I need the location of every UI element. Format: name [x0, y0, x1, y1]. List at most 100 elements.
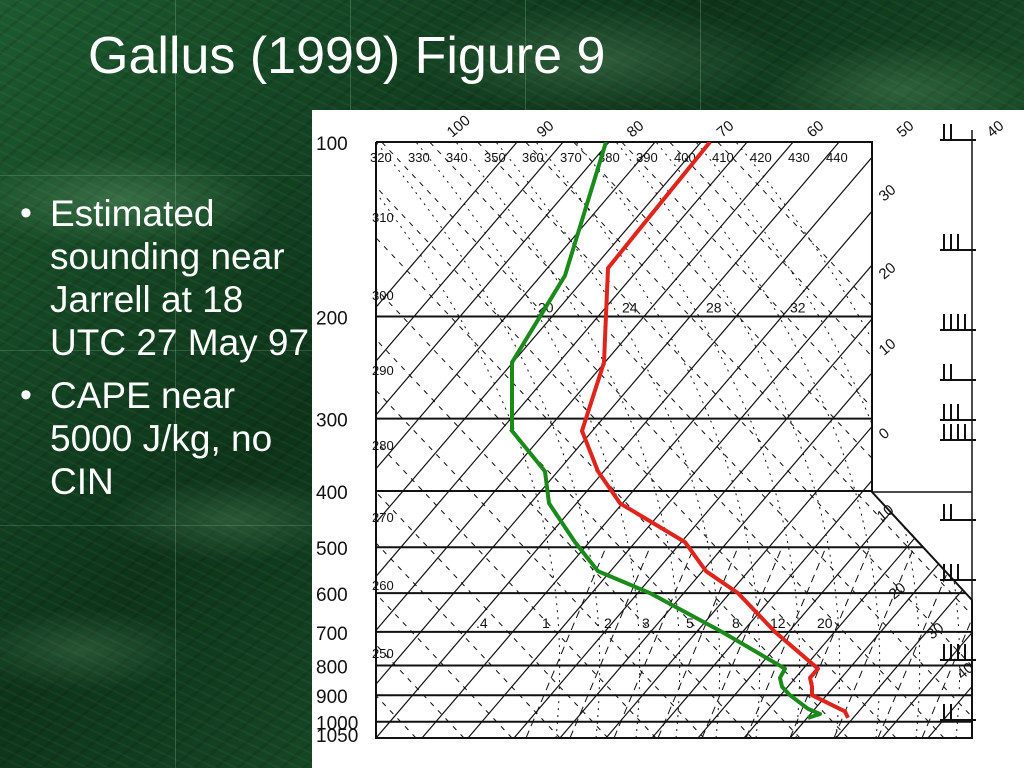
moist-adiabat-line — [655, 142, 881, 738]
pressure-tick-label: 800 — [316, 658, 348, 679]
dry-adiabat-line — [573, 142, 972, 738]
mixing-ratio-line — [833, 547, 915, 738]
theta-label: 280 — [372, 438, 394, 453]
dry-adiabat-line — [376, 142, 753, 738]
mixing-ratio-line — [789, 547, 871, 738]
pressure-tick-label: 1050 — [316, 726, 358, 747]
mixing-ratio-line — [569, 547, 651, 738]
mixing-ratio-line — [745, 547, 827, 738]
wetbulb-top-label: 50 — [894, 117, 918, 141]
pressure-tick-label: 600 — [316, 585, 348, 606]
wetbulb-right-label: 20 — [886, 579, 910, 603]
theta-e-label: 340 — [446, 150, 468, 165]
isotherm-line — [1020, 142, 1024, 738]
isotherm-line — [376, 142, 610, 738]
theta-e-label: 400 — [674, 150, 696, 165]
isotherm-line — [376, 142, 886, 738]
mixing-ratio-label: .4 — [476, 615, 488, 631]
pressure-tick-label: 100 — [316, 134, 348, 155]
pressure-tick-label: 1000 — [316, 714, 358, 735]
mixing-ratio-line — [701, 547, 783, 738]
dry-adiabat-line — [376, 142, 609, 738]
theta-e-label: 430 — [788, 150, 810, 165]
slide-title: Gallus (1999) Figure 9 — [88, 27, 606, 85]
theta-label: 260 — [372, 578, 394, 593]
dry-adiabat-line — [717, 142, 972, 738]
theta-label: 290 — [372, 363, 394, 378]
wetbulb-top-label: 40 — [984, 117, 1008, 141]
wetbulb-right-label: 30 — [876, 181, 900, 205]
wetbulb-right-label: 10 — [874, 501, 898, 525]
wetbulb-top-label: 100 — [444, 112, 474, 141]
isotherm-line — [559, 142, 972, 738]
wetbulb-right-label: 20 — [876, 259, 900, 283]
wetbulb-right-label: 0 — [876, 425, 893, 443]
isotherm-line — [605, 142, 972, 738]
isotherm-label: 24 — [622, 300, 638, 316]
isotherm-line — [376, 142, 564, 738]
theta-e-label: 410 — [712, 150, 734, 165]
theta-e-label: 420 — [750, 150, 772, 165]
wetbulb-top-label: 90 — [534, 117, 558, 141]
theta-e-label: 390 — [636, 150, 658, 165]
wetbulb-top-label: 70 — [714, 117, 738, 141]
isotherm-label: 32 — [790, 300, 806, 316]
wetbulb-right-label: 30 — [924, 619, 948, 643]
mixing-ratio-line — [525, 547, 607, 738]
isotherm-line — [881, 142, 972, 738]
theta-label: 270 — [372, 510, 394, 525]
dry-adiabat-line — [381, 142, 945, 738]
mixing-ratio-label: 2 — [604, 615, 612, 631]
dry-adiabat-line — [376, 142, 513, 738]
pressure-tick-label: 400 — [316, 483, 348, 504]
isotherm-line — [376, 142, 656, 738]
isotherm-line — [376, 142, 702, 738]
temperature-line — [580, 142, 850, 719]
wetbulb-right-label: 40 — [954, 659, 978, 683]
isotherm-line — [467, 142, 972, 738]
isotherm-line — [376, 142, 518, 738]
bullet-list: Estimated sounding near Jarrell at 18 UT… — [20, 192, 310, 513]
isotherm-line — [835, 142, 972, 738]
pressure-tick-label: 500 — [316, 539, 348, 560]
dry-adiabat-line — [525, 142, 972, 738]
isotherm-label: 28 — [706, 300, 722, 316]
pressure-tick-label: 300 — [316, 411, 348, 432]
moist-adiabat-line — [575, 142, 801, 738]
pressure-tick-label: 700 — [316, 624, 348, 645]
isotherm-line — [376, 142, 794, 738]
mixing-ratio-line — [613, 547, 695, 738]
isotherm-line — [376, 142, 748, 738]
pressure-tick-label: 200 — [316, 309, 348, 330]
skew-t-figure: 100 200 300 400 500 600 700 800 900 1000 1050 320 33… — [312, 110, 1024, 768]
dry-adiabat-line — [376, 142, 897, 738]
theta-label: 310 — [372, 210, 394, 225]
isotherm-line — [974, 142, 1024, 738]
mixing-ratio-label: 12 — [770, 615, 786, 631]
mixing-ratio-label: 20 — [817, 615, 833, 631]
theta-e-label: 360 — [522, 150, 544, 165]
moist-adiabat-line — [495, 142, 721, 738]
moist-adiabat-line — [615, 142, 841, 738]
wetbulb-top-label: 60 — [804, 117, 828, 141]
moist-adiabat-line — [455, 142, 681, 738]
isotherm-line — [743, 142, 972, 738]
mixing-ratio-line — [657, 547, 739, 738]
dry-adiabat-line — [477, 142, 972, 738]
isotherm-line — [789, 142, 972, 738]
moist-adiabat-line — [735, 142, 961, 738]
bullet-cape: CAPE near 5000 J/kg, no CIN — [20, 374, 310, 503]
theta-e-label: 350 — [484, 150, 506, 165]
bullet-sounding: Estimated sounding near Jarrell at 18 UT… — [20, 192, 310, 364]
moist-adiabat-line — [535, 142, 761, 738]
mixing-ratio-label: 5 — [686, 615, 694, 631]
moist-adiabat-line — [415, 142, 641, 738]
dry-adiabat-line — [376, 142, 705, 738]
moist-adiabat-line — [376, 142, 601, 738]
isotherm-line — [421, 142, 932, 738]
theta-label: 250 — [372, 646, 394, 661]
theta-label: 300 — [372, 288, 394, 303]
dry-adiabat-line — [376, 142, 657, 738]
mixing-ratio-label: 1 — [542, 615, 550, 631]
